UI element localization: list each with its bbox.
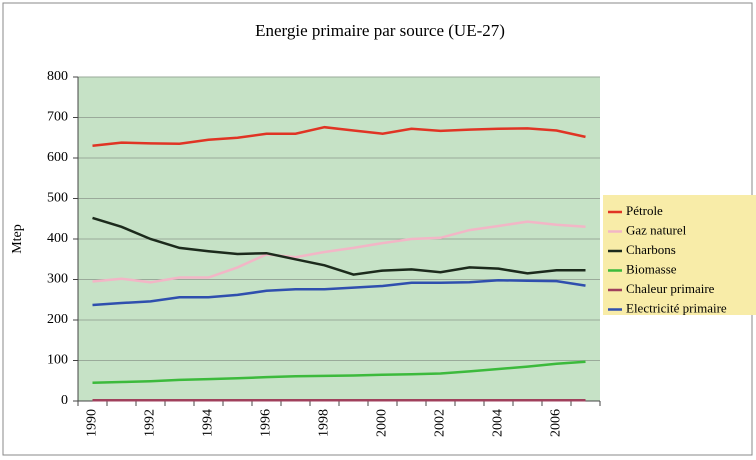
y-axis-label: Mtep xyxy=(10,224,25,254)
legend-label: Pétrole xyxy=(626,203,663,218)
y-tick-label: 300 xyxy=(47,272,68,287)
x-tick-label: 2006 xyxy=(549,409,564,437)
y-tick-label: 400 xyxy=(47,231,68,246)
y-tick-label: 100 xyxy=(47,353,68,368)
y-tick-label: 700 xyxy=(47,110,68,125)
series-line xyxy=(92,279,586,307)
y-tick-label: 800 xyxy=(47,69,68,84)
series-line xyxy=(92,216,586,276)
x-tick-label: 1996 xyxy=(259,409,274,437)
chart-title: Energie primaire par source (UE-27) xyxy=(255,21,505,40)
x-tick-label: 2004 xyxy=(491,409,506,437)
series-line xyxy=(92,125,586,148)
legend-label: Gaz naturel xyxy=(626,222,687,237)
legend-label: Electricité primaire xyxy=(626,300,727,315)
x-tick-label: 2002 xyxy=(433,409,448,437)
y-tick-label: 0 xyxy=(61,393,68,408)
series-line xyxy=(92,220,586,284)
x-tick-label: 1990 xyxy=(85,409,100,437)
x-tick-label: 1998 xyxy=(317,409,332,437)
y-tick-label: 600 xyxy=(47,150,68,165)
x-tick-label: 1992 xyxy=(143,409,158,437)
legend-label: Chaleur primaire xyxy=(626,281,715,296)
x-tick-label: 1994 xyxy=(201,409,216,437)
y-tick-label: 500 xyxy=(47,191,68,206)
x-tick-label: 2000 xyxy=(375,409,390,437)
legend-label: Charbons xyxy=(626,242,676,257)
legend-label: Biomasse xyxy=(626,261,677,276)
y-tick-label: 200 xyxy=(47,312,68,327)
legend-box xyxy=(603,195,756,315)
series-line xyxy=(92,360,586,385)
